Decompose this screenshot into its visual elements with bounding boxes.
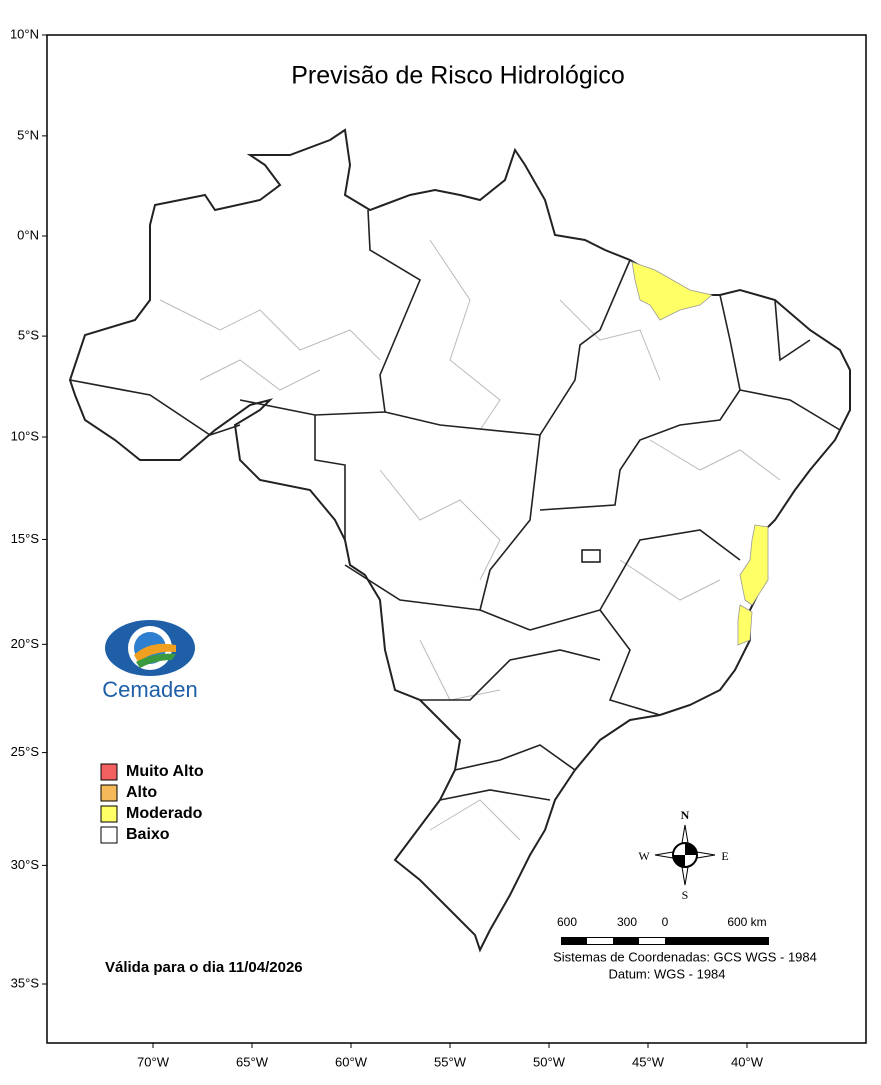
scale-label: 600 km xyxy=(727,915,766,929)
scale-label: 300 xyxy=(617,915,637,929)
validity-note: Válida para o dia 11/04/2026 xyxy=(105,959,303,976)
scale-bar-gap xyxy=(587,938,613,944)
lat-tick-label: 10°S xyxy=(11,428,40,443)
compass-s: S xyxy=(682,888,689,902)
lon-tick-label: 70°W xyxy=(137,1054,170,1069)
lat-tick-label: 5°S xyxy=(18,328,39,343)
lon-tick-label: 60°W xyxy=(335,1054,368,1069)
risk-region xyxy=(737,604,753,646)
lat-tick-label: 5°N xyxy=(17,127,39,142)
lat-tick-label: 20°S xyxy=(11,636,40,651)
logo-text: Cemaden xyxy=(102,677,197,702)
lon-tick-label: 50°W xyxy=(533,1054,566,1069)
risk-region xyxy=(631,261,713,321)
logo-stripe xyxy=(136,653,176,668)
compass-fill xyxy=(673,843,697,867)
lat-tick-label: 0°N xyxy=(17,227,39,242)
state-boundaries xyxy=(69,209,841,801)
legend-label: Muito Alto xyxy=(126,763,204,780)
legend-swatch xyxy=(100,826,118,844)
lat-tick-label: 10°N xyxy=(10,26,39,41)
scale-bar: 600 300 0 600 km xyxy=(557,915,769,945)
lat-tick-label: 35°S xyxy=(11,975,40,990)
logo: Cemaden xyxy=(102,620,198,702)
lat-tick-label: 25°S xyxy=(11,744,40,759)
logo-stripe xyxy=(134,643,176,662)
legend: Muito Alto Alto Moderado Baixo xyxy=(100,763,204,844)
lon-tick-label: 65°W xyxy=(236,1054,269,1069)
scale-label: 0 xyxy=(662,915,669,929)
compass-e: E xyxy=(721,849,728,863)
compass: N S E W xyxy=(638,808,728,902)
compass-w: W xyxy=(638,849,650,863)
datum: Datum: WGS - 1984 xyxy=(608,966,725,981)
legend-swatch xyxy=(100,763,118,781)
moderate-risk-regions xyxy=(631,261,769,646)
lat-tick-label: 15°S xyxy=(11,531,40,546)
legend-label: Alto xyxy=(126,784,157,801)
coordinate-system: Sistemas de Coordenadas: GCS WGS - 1984 xyxy=(553,949,817,964)
lon-tick-label: 40°W xyxy=(731,1054,764,1069)
scale-bar-gap xyxy=(639,938,665,944)
risk-region xyxy=(739,524,769,606)
legend-swatch xyxy=(100,784,118,802)
legend-label: Moderado xyxy=(126,805,203,822)
legend-label: Baixo xyxy=(126,826,170,843)
legend-swatch xyxy=(100,805,118,823)
compass-n: N xyxy=(681,808,690,822)
lon-tick-label: 55°W xyxy=(434,1054,467,1069)
lat-tick-label: 30°S xyxy=(11,857,40,872)
lon-tick-label: 45°W xyxy=(632,1054,665,1069)
scale-label: 600 xyxy=(557,915,577,929)
map-title: Previsão de Risco Hidrológico xyxy=(291,62,624,90)
